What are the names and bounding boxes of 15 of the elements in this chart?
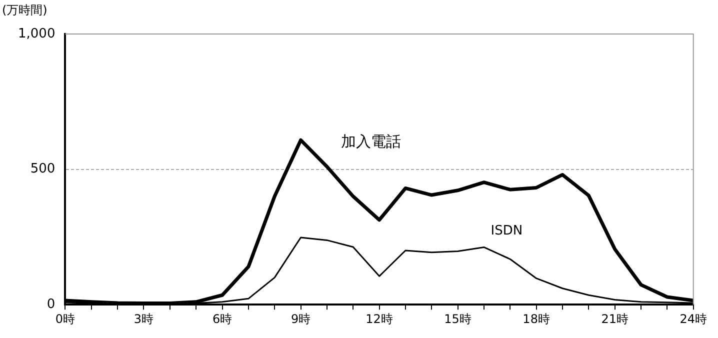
series-label: 加入電話 [340, 132, 401, 150]
x-tick-label: 18時 [522, 312, 550, 326]
x-tick-label: 12時 [366, 312, 393, 326]
y-tick-label: 500 [30, 162, 56, 177]
x-tick-label: 0時 [55, 312, 76, 326]
x-tick-label: 6時 [212, 312, 232, 326]
x-tick-label: 21時 [601, 312, 628, 326]
x-tick-label: 15時 [444, 312, 472, 326]
x-tick-label: 24時 [680, 312, 708, 326]
x-tick-label: 3時 [134, 312, 154, 326]
x-tick-label: 9時 [290, 312, 311, 326]
y-tick-label: 1,000 [18, 26, 56, 42]
series-label: ISDN [490, 223, 523, 238]
y-tick-label: 0 [46, 296, 56, 312]
y-axis-title: (万時間) [2, 2, 48, 18]
